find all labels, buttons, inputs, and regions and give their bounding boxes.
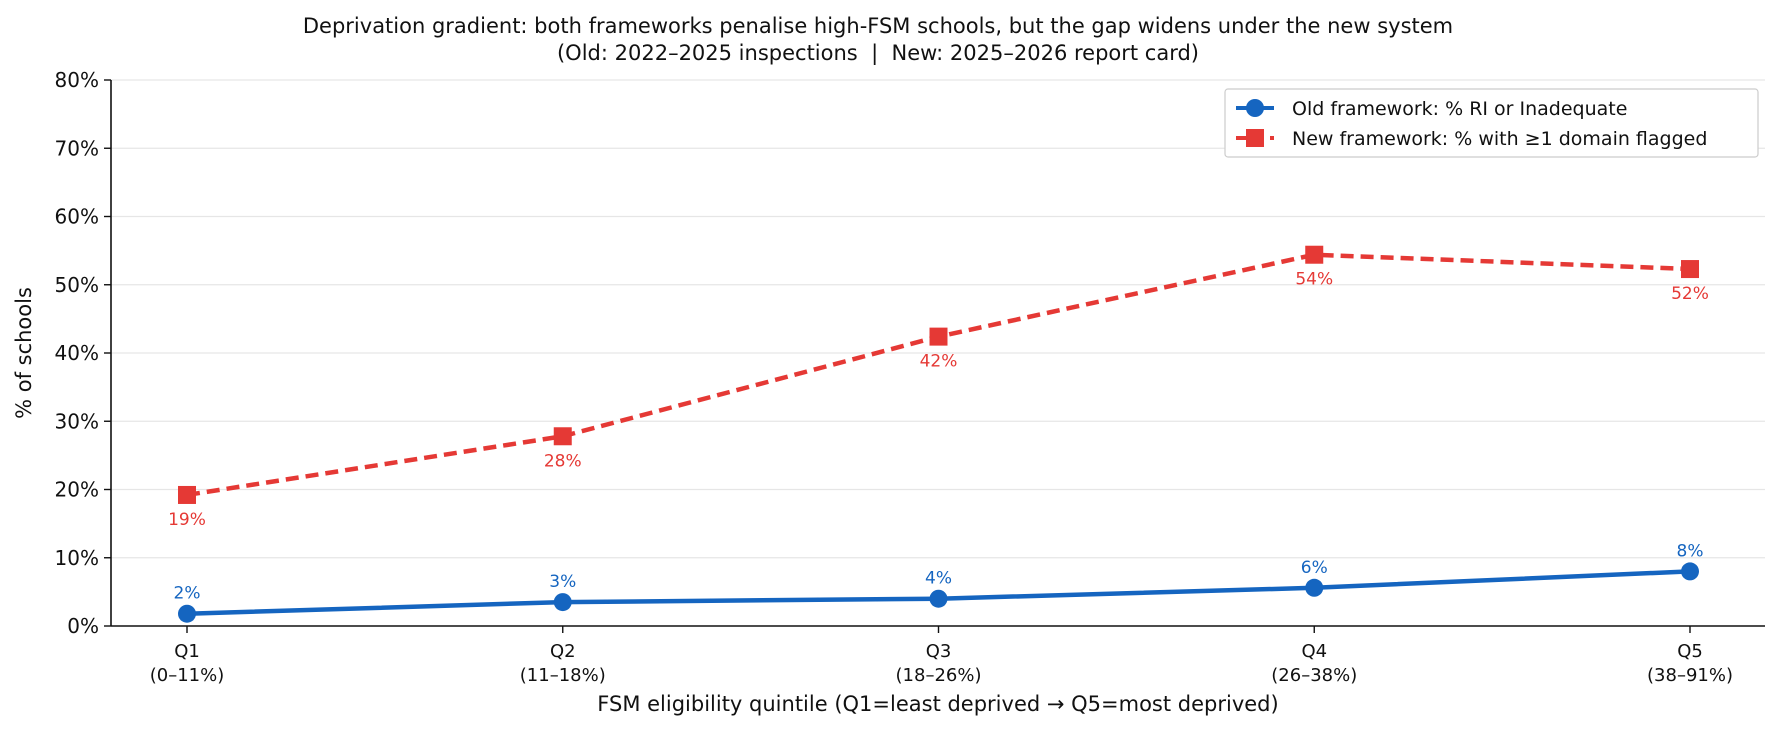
grid	[111, 79, 1765, 559]
legend-frame	[1224, 88, 1759, 158]
x-tick-label: Q2	[550, 641, 576, 662]
data-point	[178, 604, 196, 623]
y-tick-label: 40%	[55, 341, 99, 365]
y-axis-label: % of schools	[12, 287, 36, 419]
data-label: 28%	[544, 451, 582, 471]
data-label: 6%	[1301, 558, 1328, 578]
x-tick-range-label: (0–11%)	[150, 665, 225, 686]
chart-subtitle: (Old: 2022–2025 inspections | New: 2025–…	[557, 41, 1199, 66]
legend-new-label: New framework: % with ≥1 domain flagged	[1292, 128, 1707, 150]
data-point	[1305, 578, 1324, 597]
y-tick-label: 50%	[55, 273, 99, 297]
chart-title: Deprivation gradient: both frameworks pe…	[303, 14, 1453, 38]
y-tick-label: 30%	[55, 409, 99, 433]
x-tick-label: Q3	[926, 641, 952, 662]
y-tick-label: 80%	[55, 68, 99, 92]
data-point	[553, 593, 572, 612]
data-point	[1681, 260, 1699, 279]
x-tick-range-label: (11–18%)	[520, 665, 606, 686]
data-label: 19%	[168, 510, 206, 530]
data-label: 54%	[1295, 270, 1333, 290]
data-label: 42%	[920, 352, 958, 372]
legend-new-marker	[1246, 129, 1264, 147]
legend: Old framework: % RI or Inadequate New fr…	[1224, 88, 1759, 158]
data-label: 8%	[1677, 541, 1704, 561]
x-tick-label: Q4	[1301, 641, 1327, 662]
y-tick-label: 20%	[55, 478, 99, 502]
data-label: 52%	[1671, 284, 1709, 304]
data-point	[929, 327, 948, 346]
y-tick-label: 60%	[55, 205, 99, 229]
x-tick-range-label: (26–38%)	[1271, 665, 1357, 686]
data-point	[178, 485, 196, 504]
y-ticks: 0% 10% 20% 30% 40% 50% 60% 70% 80%	[55, 68, 111, 638]
x-tick-range-label: (38–91%)	[1647, 665, 1733, 686]
data-point	[1681, 562, 1699, 581]
y-tick-label: 0%	[67, 614, 99, 638]
series	[178, 245, 1699, 623]
legend-old-marker	[1246, 99, 1264, 117]
x-tick-label: Q5	[1677, 641, 1703, 662]
data-point	[1305, 245, 1324, 264]
x-tick-label: Q1	[174, 641, 200, 662]
data-point	[553, 427, 572, 446]
y-tick-label: 70%	[55, 136, 99, 160]
data-label: 3%	[549, 572, 576, 592]
x-axis-label: FSM eligibility quintile (Q1=least depri…	[597, 692, 1278, 716]
data-labels: 2% 3% 4% 6% 8% 19% 28% 42% 54% 52%	[168, 270, 1709, 604]
data-label: 2%	[174, 584, 201, 604]
y-tick-label: 10%	[55, 546, 99, 570]
series-line-new	[186, 252, 1691, 498]
data-point	[929, 589, 948, 608]
legend-old-label: Old framework: % RI or Inadequate	[1292, 98, 1627, 120]
x-tick-range-label: (18–26%)	[896, 665, 982, 686]
x-ticks: Q1 (0–11%) Q2 (11–18%) Q3 (18–26%) Q4 (26–38%) Q…	[150, 626, 1733, 686]
data-label: 4%	[925, 569, 952, 589]
